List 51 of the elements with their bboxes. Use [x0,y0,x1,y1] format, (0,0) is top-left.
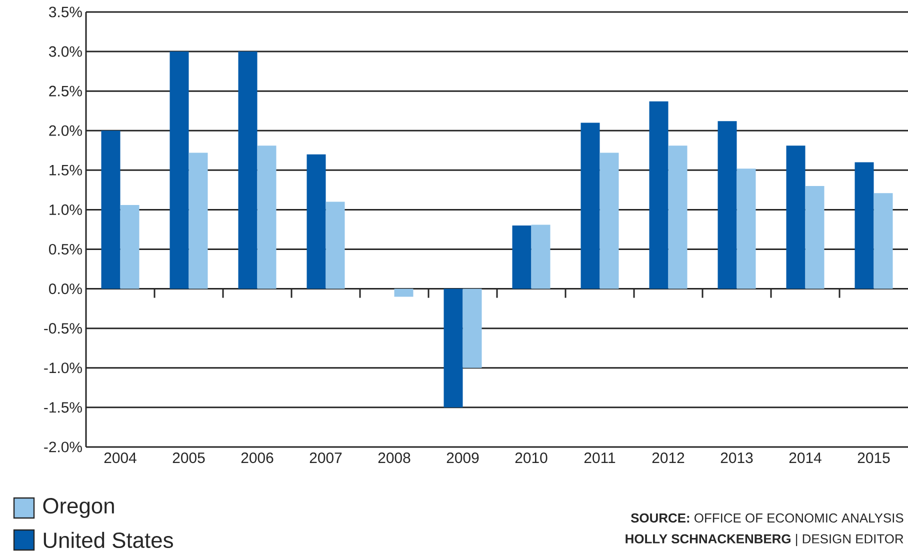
bar [120,204,140,289]
y-tick-label: 3.5% [48,6,82,18]
y-tick-label: 1.5% [50,164,82,176]
bar [649,101,668,289]
bar [874,193,893,289]
x-tick-label: 2014 [789,452,822,464]
bar [326,202,345,289]
y-tick-label: 0.0% [49,284,82,294]
x-tick-label: 2006 [241,452,274,464]
legend-label: Oregon [43,498,114,518]
bar [188,152,208,289]
x-tick-label: 2015 [858,452,890,464]
y-tick-label: 0.5% [49,244,82,255]
x-tick-label: 2011 [584,452,616,464]
bar [257,146,276,289]
bar [462,288,482,368]
bar [736,168,756,289]
legend-label: United States [44,532,173,548]
y-tick-label: -1.5% [44,402,82,413]
bar [512,226,532,289]
x-tick-label: 2013 [720,452,753,464]
bar [306,154,326,289]
bar [600,152,619,289]
x-tick-label: 2009 [446,452,479,464]
bar [238,52,258,289]
bar [668,146,688,289]
y-tick-label: 1.0% [50,204,82,215]
text: HOLLY SCHNACKENBERG | DESIGN EDITOR [626,534,904,546]
y-tick-label: -0.5% [44,323,82,334]
x-tick-label: 2004 [104,452,136,464]
text: SOURCE: OFFICE OF ECONOMIC ANALYSIS [630,513,904,523]
bar [786,146,806,289]
y-tick-label: 2.0% [49,125,82,136]
x-tick-label: 2007 [310,452,342,464]
x-tick-label: 2005 [172,452,205,464]
bar [718,121,737,289]
bar [805,186,824,289]
bar [170,52,189,289]
bar [531,224,550,289]
y-tick-label: -2.0% [44,442,82,452]
x-tick-label: 2008 [378,452,410,464]
x-tick-label: 2012 [652,452,684,464]
bar [101,130,120,289]
y-tick-label: 2.5% [49,86,82,96]
x-tick-label: 2010 [515,452,548,464]
bar [394,288,414,297]
bar [580,122,600,289]
bar [854,162,874,289]
bar [444,288,463,408]
y-tick-label: 3.0% [48,46,82,57]
y-tick-label: -1.0% [44,362,82,374]
